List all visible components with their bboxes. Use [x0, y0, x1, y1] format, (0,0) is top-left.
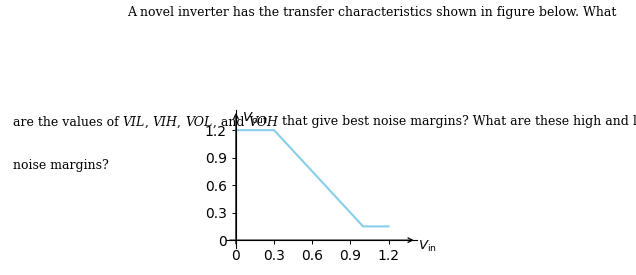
Text: $V_{\rm out}$: $V_{\rm out}$: [242, 111, 268, 126]
Text: are the values of: are the values of: [13, 116, 123, 128]
Text: $V_{\rm in}$: $V_{\rm in}$: [418, 239, 437, 254]
Text: that give best noise margins? What are these high and low: that give best noise margins? What are t…: [278, 116, 636, 128]
Text: , and: , and: [212, 116, 248, 128]
Text: ,: ,: [177, 116, 185, 128]
Text: ,: ,: [145, 116, 153, 128]
Text: VIH: VIH: [153, 116, 177, 128]
Text: VIL: VIL: [123, 116, 145, 128]
Text: VOL: VOL: [185, 116, 212, 128]
Text: A novel inverter has the transfer characteristics shown in figure below. What: A novel inverter has the transfer charac…: [127, 6, 616, 19]
Text: noise margins?: noise margins?: [13, 160, 109, 172]
Text: VOH: VOH: [248, 116, 278, 128]
